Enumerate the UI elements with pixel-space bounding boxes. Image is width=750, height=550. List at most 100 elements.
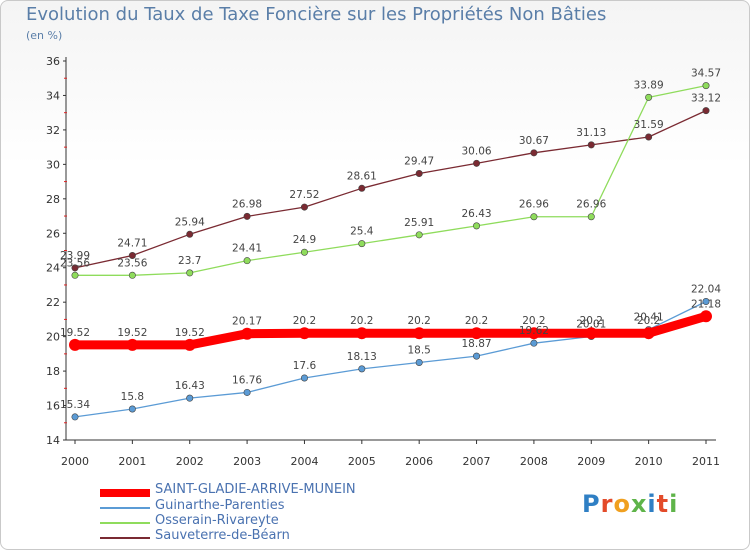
data-label: 24.41: [232, 243, 262, 255]
data-point: [186, 230, 194, 238]
x-tick-label: 2009: [577, 455, 605, 468]
data-point: [241, 327, 254, 340]
data-point: [71, 264, 79, 272]
data-point: [587, 141, 595, 149]
y-tick-label: 14: [46, 434, 60, 447]
x-tick-label: 2011: [692, 455, 720, 468]
data-point: [183, 338, 196, 351]
data-label: 20.2: [580, 315, 603, 327]
data-label: 16.43: [175, 380, 205, 392]
data-point: [527, 327, 540, 340]
data-label: 22.04: [691, 283, 721, 295]
data-label: 29.47: [404, 155, 434, 167]
data-label: 19.52: [60, 327, 90, 339]
data-label: 25.4: [350, 226, 374, 238]
data-label: 31.59: [634, 119, 664, 131]
data-point: [470, 327, 483, 340]
data-point: [358, 184, 366, 192]
y-tick-label: 20: [46, 331, 60, 344]
logo-letter: x: [630, 490, 648, 518]
series-line: [74, 300, 707, 418]
data-label: 26.98: [232, 198, 262, 210]
x-tick-label: 2004: [290, 455, 318, 468]
data-label: 23.99: [60, 250, 90, 262]
legend-label: SAINT-GLADIE-ARRIVE-MUNEIN: [155, 482, 356, 497]
data-label: 20.2: [465, 315, 488, 327]
data-point: [128, 405, 136, 413]
data-label: 33.12: [691, 93, 721, 105]
data-label: 19.62: [519, 325, 549, 337]
data-label: 34.57: [691, 68, 721, 80]
data-point: [702, 107, 710, 115]
data-point: [473, 159, 481, 167]
data-point: [587, 213, 595, 221]
y-tick-label: 36: [46, 55, 60, 68]
data-label: 30.06: [462, 145, 492, 157]
data-point: [530, 149, 538, 157]
series-line: [70, 311, 711, 350]
data-label: 20.2: [293, 315, 316, 327]
y-tick-label: 30: [46, 158, 60, 171]
data-point: [128, 251, 136, 259]
legend-swatch-saint-gladie: [100, 489, 150, 497]
series-line: [74, 109, 707, 269]
data-label: 15.8: [121, 391, 144, 403]
y-tick-label: 24: [46, 262, 60, 275]
data-label: 26.43: [462, 208, 492, 220]
x-tick-label: 2001: [118, 455, 146, 468]
y-tick-label: 26: [46, 227, 60, 240]
data-label: 24.9: [293, 234, 316, 246]
data-point: [300, 248, 308, 256]
data-point: [358, 240, 366, 248]
data-point: [300, 374, 308, 382]
data-label: 19.52: [175, 327, 205, 339]
legend-label: Guinarthe-Parenties: [155, 498, 285, 513]
legend-label: Sauveterre-de-Béarn: [155, 528, 290, 543]
data-point: [298, 327, 311, 340]
data-label: 24.71: [117, 237, 147, 249]
data-label: 20.01: [576, 318, 606, 330]
data-point: [128, 271, 136, 279]
data-point: [530, 213, 538, 221]
data-point: [243, 212, 251, 220]
data-point: [473, 222, 481, 230]
legend-swatch-guinarthe: [100, 507, 150, 509]
data-point: [585, 327, 598, 340]
data-point: [186, 394, 194, 402]
data-label: 23.56: [60, 257, 90, 269]
x-tick-label: 2008: [520, 455, 548, 468]
data-label: 21.18: [691, 298, 721, 310]
y-tick-label: 32: [46, 124, 60, 137]
data-label: 20.2: [407, 315, 430, 327]
data-point: [71, 413, 79, 421]
y-tick-label: 34: [46, 89, 60, 102]
x-tick-label: 2002: [176, 455, 204, 468]
data-point: [415, 169, 423, 177]
data-label: 19.52: [117, 327, 147, 339]
y-tick-label: 28: [46, 193, 60, 206]
data-point: [358, 365, 366, 373]
chart-subtitle: (en %): [26, 29, 63, 42]
chart-title: Evolution du Taux de Taxe Foncière sur l…: [26, 4, 607, 25]
data-point: [645, 133, 653, 141]
series-line: [74, 84, 707, 276]
data-point: [243, 257, 251, 265]
data-label: 33.89: [634, 79, 664, 91]
data-label: 20.2: [637, 315, 660, 327]
x-tick-label: 2003: [233, 455, 261, 468]
data-label: 16.76: [232, 374, 262, 386]
x-tick-label: 2006: [405, 455, 433, 468]
data-point: [186, 269, 194, 277]
data-point: [300, 203, 308, 211]
logo-letter: o: [613, 490, 631, 518]
data-label: 15.34: [60, 399, 90, 411]
legend-swatch-osserain: [100, 522, 150, 524]
data-point: [642, 327, 655, 340]
data-label: 18.5: [407, 344, 430, 356]
data-label: 31.13: [576, 127, 606, 139]
data-label: 27.52: [289, 189, 319, 201]
data-label: 26.96: [519, 199, 549, 211]
legend-label: Osserain-Rivareyte: [155, 513, 279, 528]
logo-letter: r: [600, 490, 614, 518]
